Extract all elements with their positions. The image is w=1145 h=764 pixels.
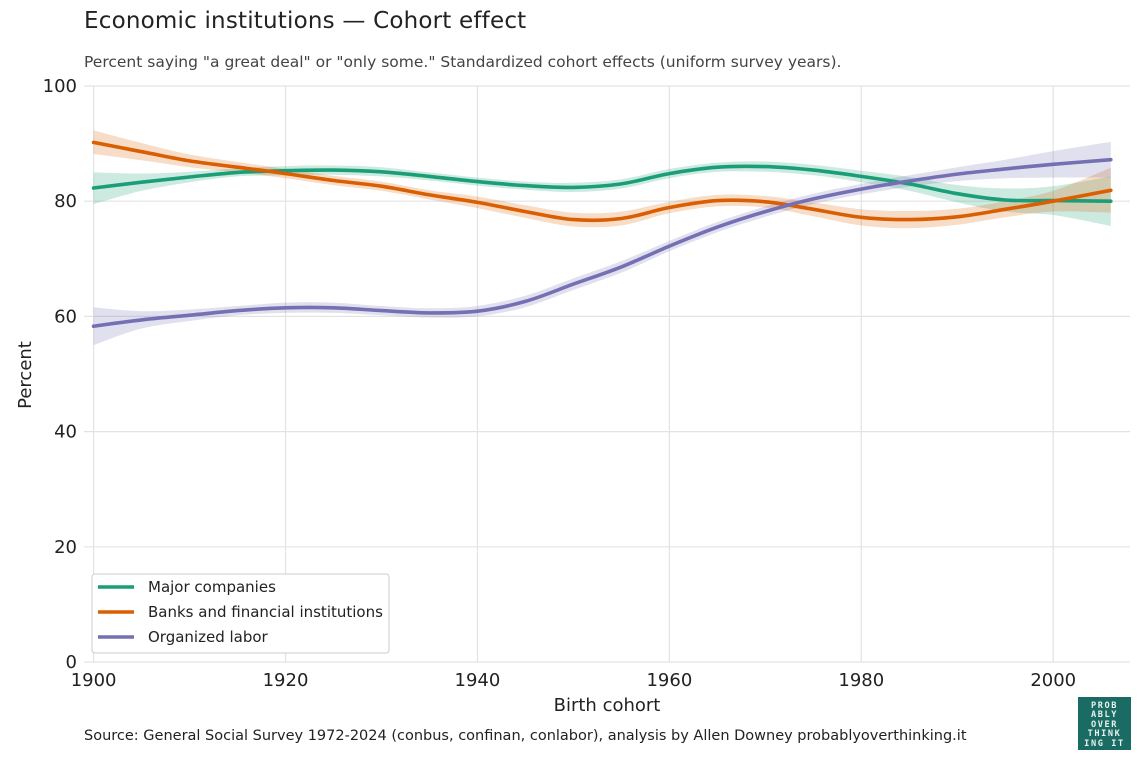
plot-background <box>84 86 1130 662</box>
logo-line: OVER <box>1090 719 1119 730</box>
confidence-band-series-3 <box>93 141 1111 346</box>
chart-title: Economic institutions — Cohort effect <box>84 8 527 34</box>
legend-entry-label: Major companies <box>148 578 276 596</box>
y-tick-label: 0 <box>66 652 77 673</box>
y-tick-label: 80 <box>54 191 77 212</box>
logo-line: PROB <box>1090 701 1119 711</box>
y-tick-label: 100 <box>43 76 77 97</box>
legend-entry-label: Banks and financial institutions <box>148 603 383 621</box>
legend: Major companies Banks and financial insti… <box>91 573 390 654</box>
legend-box <box>91 573 390 654</box>
y-tick-label: 40 <box>54 422 77 443</box>
x-tick-label: 1940 <box>455 670 501 691</box>
tick-labels: 0 20 40 60 80 100 1900 1920 1940 1960 1980 2000 <box>43 76 1076 691</box>
probably-overthinking-it-logo: PROB ABLY OVER THINK ING IT <box>1078 697 1131 750</box>
series-line-3 <box>91 157 1113 328</box>
chart-subtitle: Percent saying "a great deal" or "only s… <box>84 53 842 71</box>
x-axis-label: Birth cohort <box>554 695 661 716</box>
logo-line: THINK <box>1087 729 1122 740</box>
y-axis-label: Percent <box>15 341 36 409</box>
logo-text: PROB ABLY OVER THINK ING IT <box>1078 697 1131 749</box>
series-line-2 <box>91 140 1113 223</box>
series-lines <box>91 140 1113 328</box>
source-note: Source: General Social Survey 1972-2024 … <box>84 728 967 744</box>
grid-layer <box>84 85 1130 663</box>
confidence-band-series-2 <box>93 130 1111 229</box>
x-tick-label: 2000 <box>1030 670 1076 691</box>
y-tick-label: 20 <box>54 537 77 558</box>
y-tick-label: 60 <box>54 306 77 327</box>
legend-entry-label: Organized labor <box>148 628 269 646</box>
logo-line: ABLY <box>1090 710 1119 721</box>
x-tick-label: 1920 <box>263 670 309 691</box>
x-tick-label: 1900 <box>71 670 117 691</box>
logo-line: ING IT <box>1084 738 1125 749</box>
x-tick-label: 1960 <box>646 670 692 691</box>
x-tick-label: 1980 <box>838 670 884 691</box>
